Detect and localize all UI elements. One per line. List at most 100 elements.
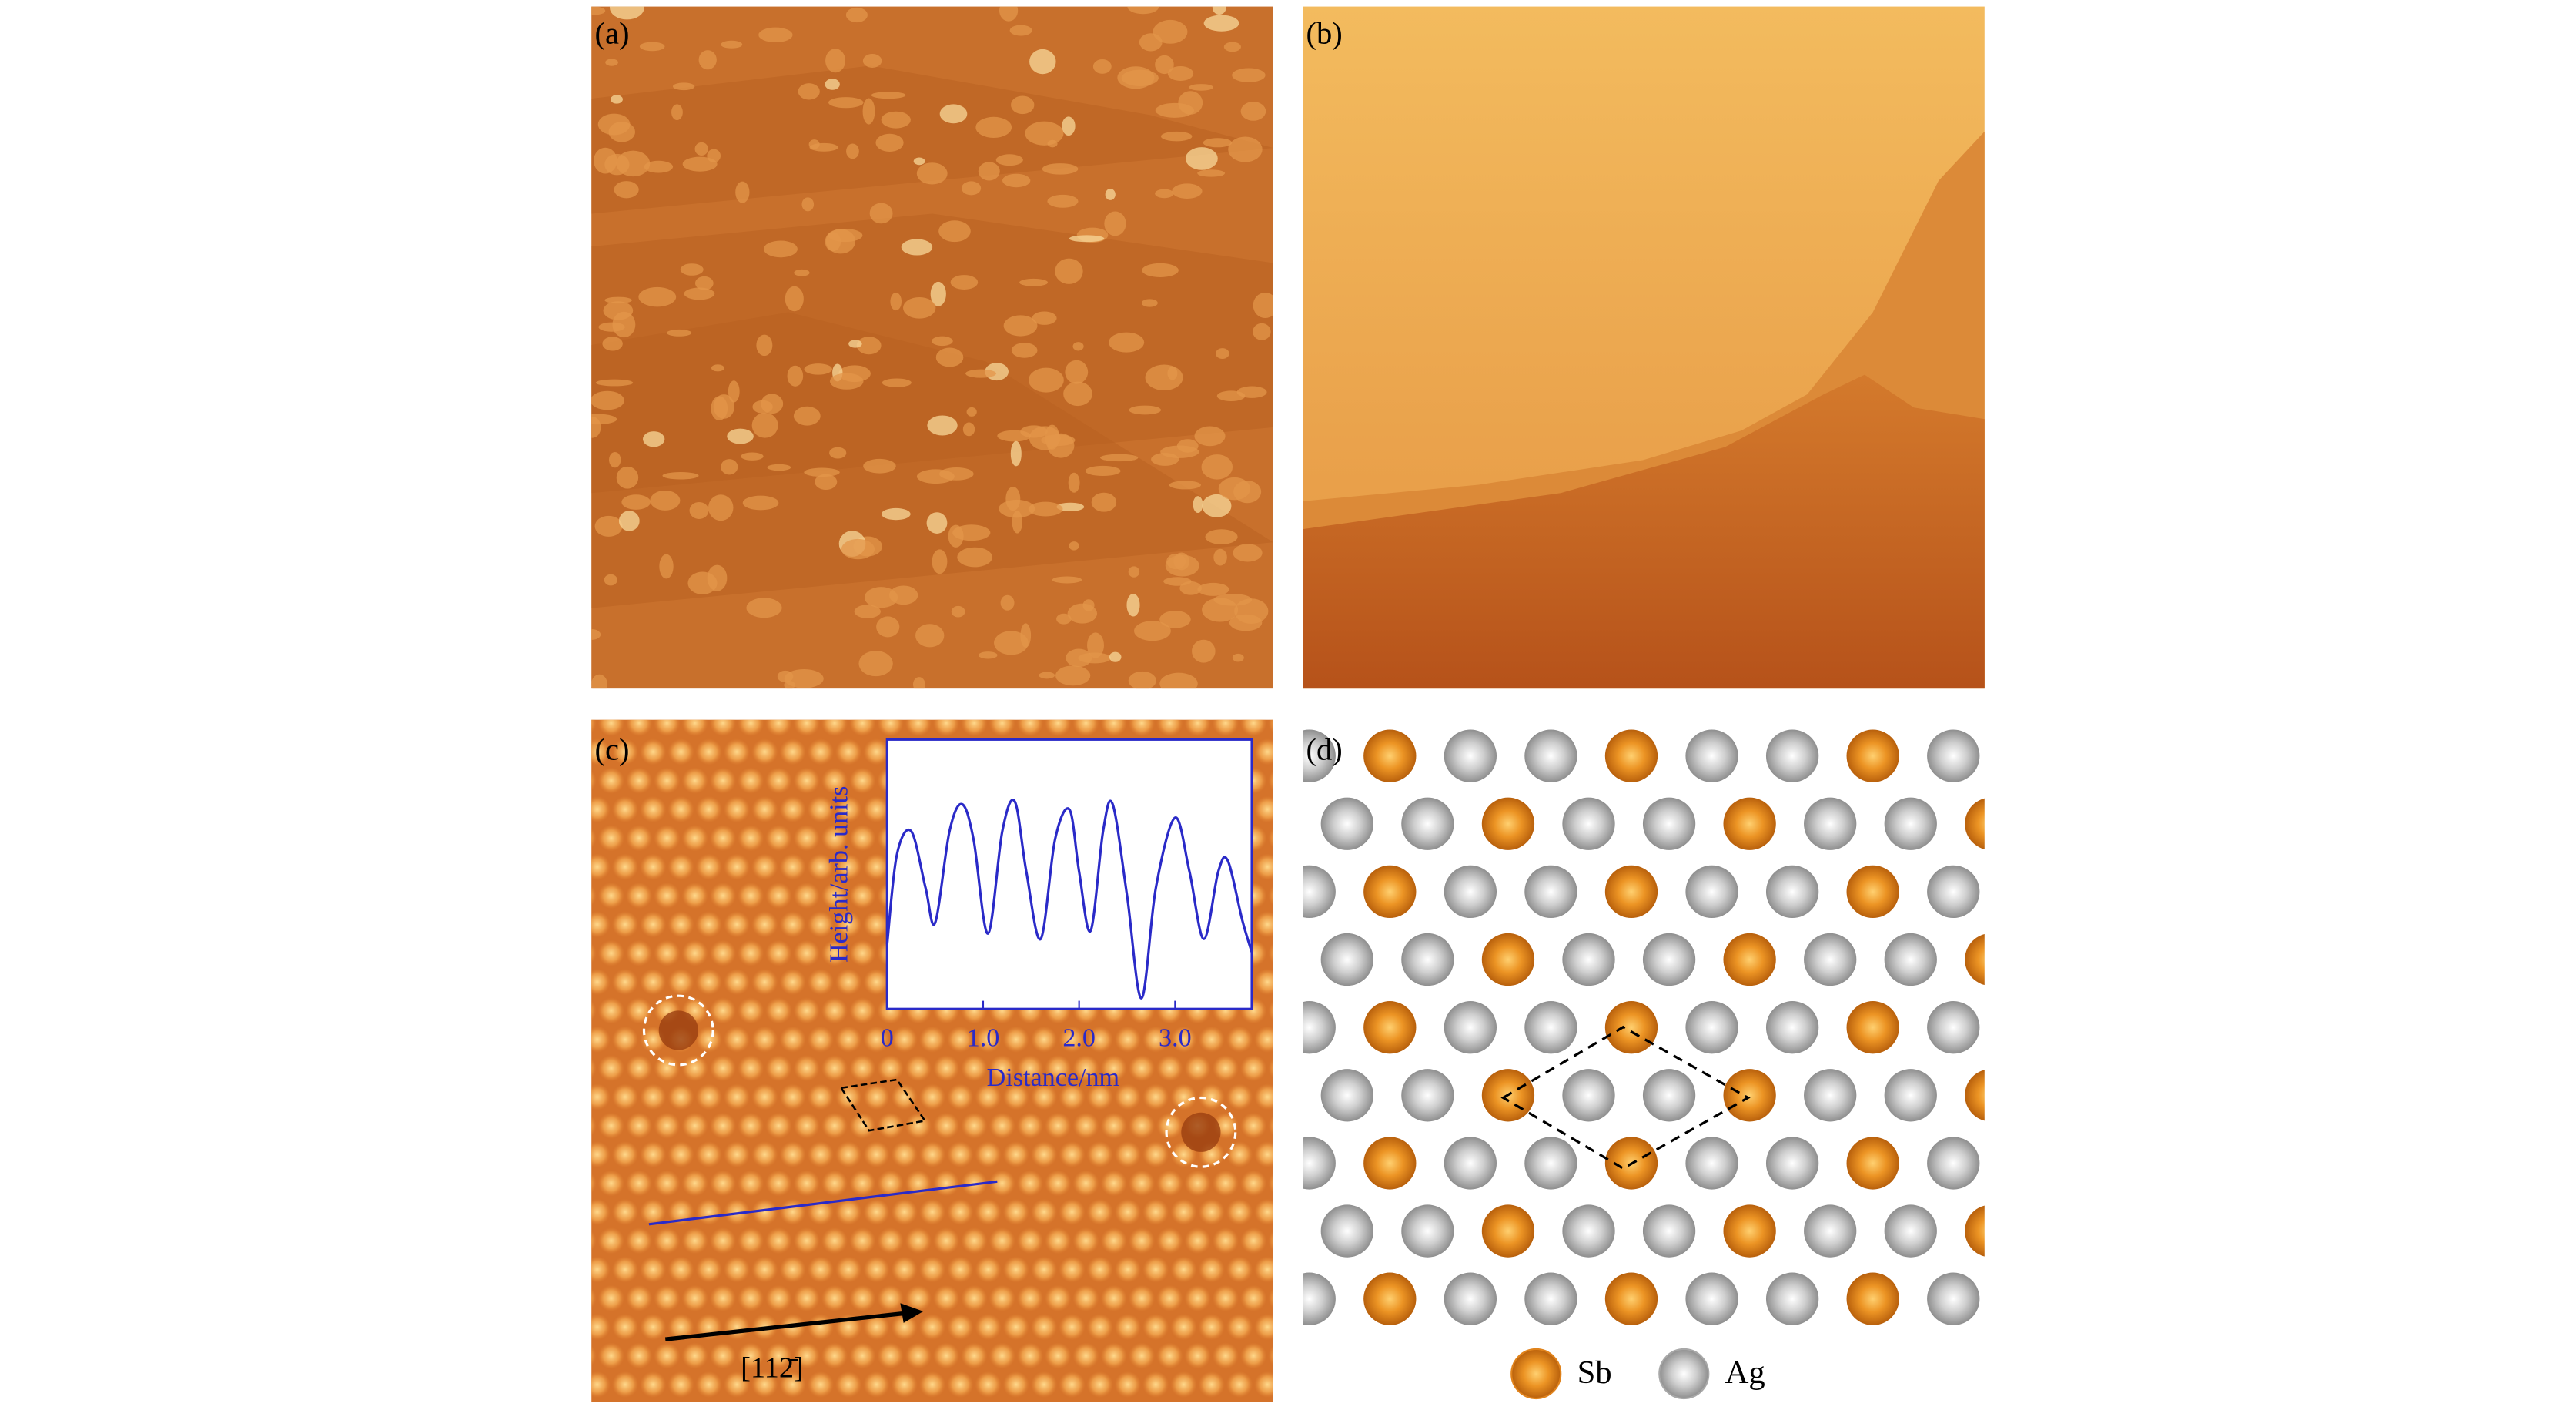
ag-atom [1401, 1069, 1454, 1122]
atom-spot [933, 1055, 960, 1082]
atom-spot [989, 1055, 1015, 1082]
island [862, 53, 882, 68]
atom-spot [1254, 795, 1273, 823]
atom-spot [807, 1314, 834, 1341]
inset-chart: 0 1.0 2.0 3.0 Distance/nm Height/arb. units 0.… [825, 745, 1253, 1092]
atom-spot [1283, 1199, 1309, 1225]
atom-spot [597, 1055, 624, 1082]
island [1216, 348, 1229, 360]
atom-spot [654, 767, 681, 794]
atom-spot [1240, 1284, 1267, 1311]
atom-spot [751, 853, 778, 880]
ag-atom [1765, 865, 1819, 919]
island [1155, 189, 1174, 199]
island [935, 347, 964, 367]
atom-spot [1283, 969, 1309, 995]
atom-spot [1240, 1112, 1267, 1139]
atom-spot [626, 719, 653, 737]
atom-spot [779, 1371, 806, 1398]
atom-spot [695, 911, 722, 938]
atom-spot [597, 825, 624, 852]
island [609, 6, 644, 20]
ag-atom [1444, 1001, 1497, 1054]
island [591, 390, 624, 410]
sb-atom [1604, 865, 1658, 919]
atom-spot [918, 1026, 946, 1053]
atom-spot [1212, 719, 1239, 737]
atom-spot [918, 1314, 946, 1341]
atom-spot [1240, 719, 1267, 737]
atom-spot [611, 853, 639, 880]
atom-spot [793, 1170, 820, 1197]
island [785, 286, 804, 312]
island [684, 287, 715, 300]
atom-spot [1002, 1141, 1029, 1168]
atom-spot [1268, 1115, 1273, 1137]
sb-atom [1846, 729, 1899, 782]
sb-atom [1846, 1137, 1899, 1190]
atom-spot [1086, 1371, 1113, 1398]
island [1193, 496, 1203, 514]
island [902, 296, 936, 319]
island [1109, 651, 1122, 662]
ag-atom [1444, 865, 1497, 919]
island [1203, 15, 1239, 32]
island [1091, 492, 1117, 512]
island [694, 276, 714, 290]
island [1056, 502, 1085, 511]
atom-spot [695, 1198, 722, 1225]
atom-spot [975, 1371, 1002, 1398]
island [1189, 84, 1213, 91]
ag-atom [1927, 1137, 1980, 1190]
atom-spot [591, 770, 597, 791]
island [966, 407, 977, 417]
island [932, 549, 948, 574]
island [1145, 364, 1183, 390]
island [916, 162, 948, 185]
island [611, 95, 623, 104]
atom-spot [933, 1284, 960, 1311]
island [727, 428, 754, 444]
island [1240, 102, 1266, 121]
atom-spot [961, 1055, 988, 1082]
atom-spot [723, 968, 751, 996]
island [1020, 425, 1048, 438]
stm-texture [591, 719, 1309, 1398]
atom-spot [807, 1198, 834, 1225]
atom-spot [611, 1314, 639, 1341]
atom-spot [738, 882, 764, 909]
sb-atom [1363, 1272, 1417, 1325]
panel-label: (b) [1306, 15, 1342, 50]
island [1141, 299, 1158, 307]
island [1104, 211, 1126, 236]
island [1169, 481, 1201, 490]
atom-spot [1268, 1057, 1273, 1079]
atom-spot [1198, 1371, 1225, 1398]
atom-spot [667, 795, 694, 823]
atom-spot [695, 853, 722, 880]
atom-spot [779, 1256, 806, 1283]
ag-atom [1884, 933, 1937, 986]
island [1232, 68, 1266, 82]
atom-spot [597, 767, 624, 794]
sb-atom [1846, 865, 1899, 919]
direction-arrow [664, 1311, 908, 1341]
island [869, 203, 893, 224]
atom-spot [1002, 1083, 1029, 1110]
island [1067, 603, 1098, 624]
atom-spot [807, 968, 834, 996]
atom-spot [989, 1112, 1015, 1139]
atom-spot [597, 1284, 624, 1311]
atom-spot [793, 939, 820, 966]
atom-spot [1072, 719, 1099, 737]
defect-circle [642, 994, 714, 1067]
island [644, 160, 674, 173]
atom-spot [738, 1112, 764, 1139]
atom-spot [709, 1112, 736, 1139]
ag-atom [1401, 1204, 1454, 1258]
atom-spot [591, 885, 597, 906]
atom-spot [821, 997, 848, 1024]
atom-spot [877, 1284, 904, 1311]
island [721, 459, 738, 475]
atom-spot [849, 1227, 876, 1254]
